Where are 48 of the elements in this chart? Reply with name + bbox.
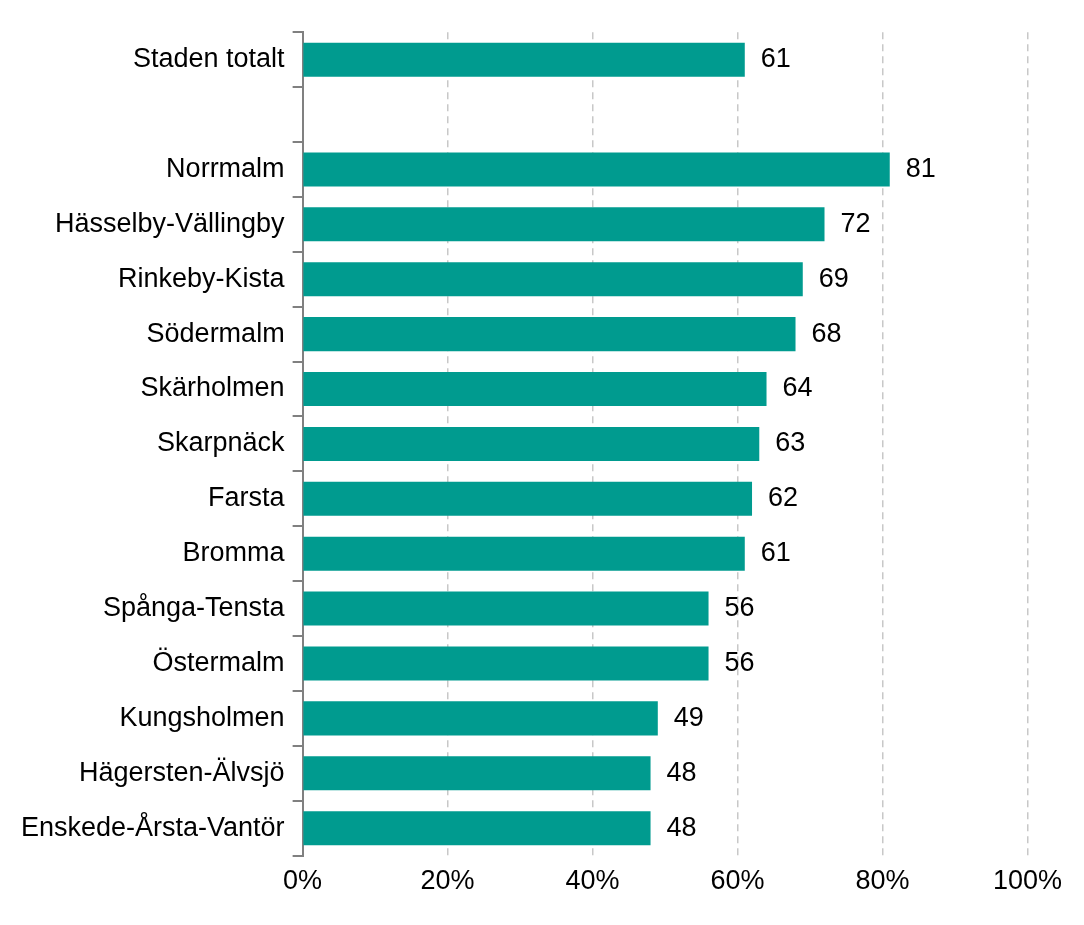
bar: [303, 207, 825, 242]
y-tick-label: Spånga-Tensta: [102, 592, 286, 623]
bar: [303, 426, 760, 461]
bar: [303, 591, 709, 626]
x-tick-label: 0%: [283, 865, 323, 896]
x-tick-label: 40%: [565, 865, 620, 896]
bar: [303, 152, 890, 187]
data-label: 56: [724, 646, 755, 677]
y-tick-label: Södermalm: [146, 317, 285, 348]
data-label: 48: [666, 811, 697, 842]
bar: [303, 646, 709, 681]
bar: [303, 701, 658, 736]
y-tick-label: Skärholmen: [140, 372, 285, 403]
y-tick-label: Kungsholmen: [119, 701, 285, 732]
y-tick-label: Staden totalt: [132, 43, 286, 74]
x-tick-label: 60%: [710, 865, 765, 896]
data-label: 64: [782, 372, 813, 403]
y-tick-label: Rinkeby-Kista: [118, 262, 286, 293]
bar: [303, 481, 753, 516]
data-label: 69: [818, 262, 849, 293]
data-label: 63: [775, 427, 806, 458]
data-label: 81: [905, 152, 936, 183]
y-tick-label: Hägersten-Älvsjö: [79, 756, 285, 787]
y-tick-label: Östermalm: [152, 646, 285, 677]
x-tick-label: 20%: [420, 865, 475, 896]
y-tick-label: Norrmalm: [166, 152, 285, 183]
y-tick-label: Farsta: [208, 482, 286, 513]
bar: [303, 42, 745, 77]
x-tick-label: 100%: [992, 865, 1062, 896]
bar: [303, 811, 651, 846]
bar: [303, 262, 803, 297]
bar: [303, 371, 767, 407]
data-label: 48: [666, 756, 697, 787]
y-tick-label: Bromma: [182, 537, 286, 568]
bar: [303, 536, 745, 571]
y-tick-label: Enskede-Årsta-Vantör: [20, 810, 285, 842]
data-label: 56: [724, 592, 755, 623]
data-label: 62: [768, 482, 799, 513]
data-label: 61: [760, 43, 791, 74]
data-label: 72: [840, 207, 871, 238]
data-label: 49: [673, 701, 704, 732]
data-label: 61: [760, 537, 791, 568]
y-tick-label: Hässelby-Vällingby: [55, 207, 286, 238]
bar: [303, 317, 796, 352]
bar: [303, 756, 651, 791]
x-tick-label: 80%: [855, 865, 910, 896]
y-tick-label: Skarpnäck: [157, 427, 286, 458]
data-label: 68: [811, 317, 842, 348]
